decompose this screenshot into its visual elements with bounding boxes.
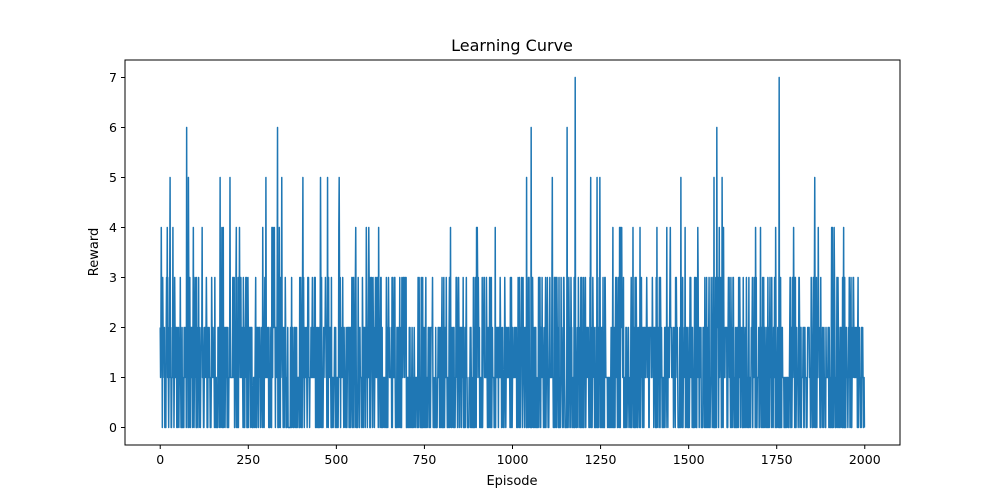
x-tick-label: 750 — [413, 452, 437, 467]
y-axis-ticks: 0 1 2 3 4 5 6 7 — [109, 70, 125, 435]
y-tick-label: 1 — [109, 370, 117, 385]
y-tick-label: 0 — [109, 420, 117, 435]
x-tick-label: 1000 — [497, 452, 529, 467]
y-tick-label: 6 — [109, 120, 117, 135]
x-tick-label: 1750 — [761, 452, 793, 467]
y-axis-label: Reward — [87, 228, 102, 276]
y-tick-label: 3 — [109, 270, 117, 285]
reward-line-path — [159, 76, 866, 429]
x-axis-ticks: 0 250 500 750 1000 1250 1500 1750 2000 — [156, 445, 881, 467]
plot-area-frame — [124, 59, 901, 446]
y-tick-label: 7 — [109, 70, 117, 85]
reward-series-line — [159, 76, 866, 429]
x-tick-label: 2000 — [849, 452, 881, 467]
x-tick-label: 250 — [236, 452, 260, 467]
chart-title: Learning Curve — [451, 36, 573, 55]
x-tick-label: 1500 — [673, 452, 705, 467]
y-tick-label: 2 — [109, 320, 117, 335]
x-tick-label: 500 — [324, 452, 348, 467]
x-tick-label: 0 — [156, 452, 164, 467]
y-tick-label: 5 — [109, 170, 117, 185]
x-axis-label: Episode — [486, 474, 537, 489]
y-tick-label: 4 — [109, 220, 117, 235]
x-tick-label: 1250 — [585, 452, 617, 467]
